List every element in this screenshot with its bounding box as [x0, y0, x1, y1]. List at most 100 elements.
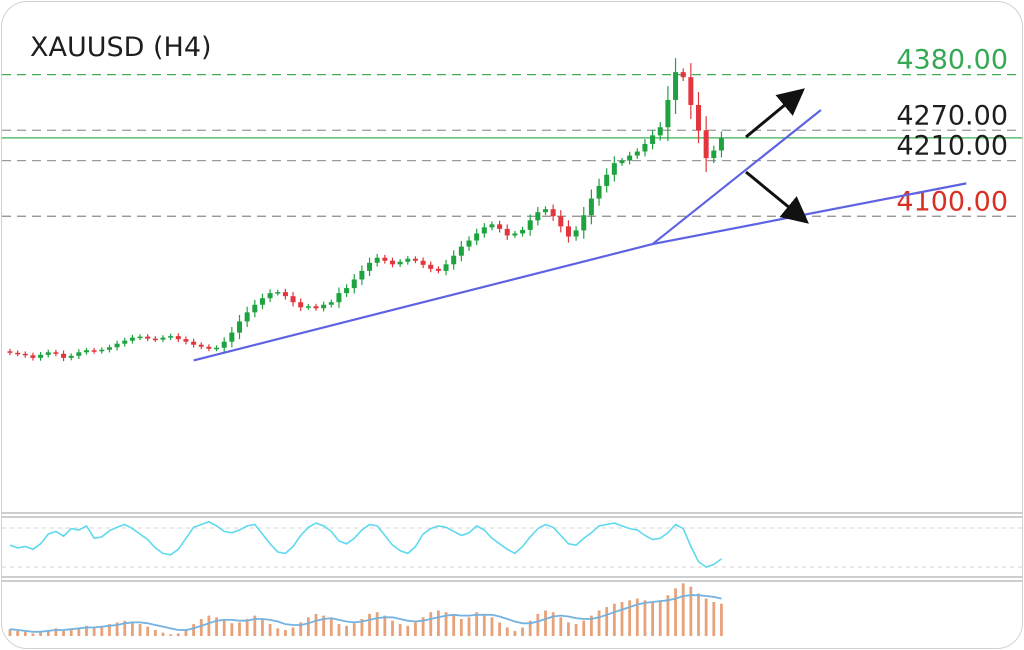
candle-body [61, 353, 67, 358]
candle-body [15, 352, 21, 355]
candle [397, 259, 403, 267]
candle-body [344, 288, 350, 294]
candle [76, 349, 82, 359]
histogram-bar [597, 610, 601, 636]
candle-body [550, 209, 556, 217]
candle-body [474, 233, 480, 241]
candle-body [38, 354, 44, 358]
histogram-bar [100, 626, 104, 636]
candle [237, 314, 242, 340]
candle-body [573, 230, 579, 237]
candle [627, 151, 633, 165]
candle-body [611, 163, 617, 175]
candle-body [175, 336, 181, 340]
histogram-bar [161, 632, 165, 636]
histogram-bar [697, 593, 700, 636]
histogram-bar [521, 627, 524, 636]
price-level-label-0: 4380.00 [896, 45, 1008, 76]
candle [137, 334, 143, 341]
candle-body [160, 337, 166, 340]
histogram-bar [704, 598, 708, 636]
candle [650, 129, 656, 150]
candle [512, 231, 518, 238]
histogram-bar [513, 630, 517, 636]
candle [30, 352, 36, 361]
histogram-bar [23, 631, 27, 636]
oscillator-panel [9, 520, 722, 568]
histogram-bar [146, 626, 150, 636]
candle [259, 293, 265, 310]
candle [336, 287, 342, 308]
candle [282, 288, 288, 300]
histogram-bar [291, 627, 295, 636]
histogram-bar [674, 588, 677, 636]
candle [451, 250, 457, 270]
candle [611, 156, 617, 182]
candle-body [30, 355, 36, 358]
candle [565, 220, 571, 243]
histogram-bar [658, 600, 662, 636]
candle [53, 349, 59, 357]
candle-body [497, 224, 503, 229]
oscillator-line [9, 520, 722, 568]
trendline-1 [652, 182, 967, 246]
candle-body [642, 143, 648, 152]
candle-body [22, 353, 28, 356]
histogram-bar [138, 624, 142, 636]
histogram-bar [253, 615, 257, 636]
candle [527, 214, 533, 236]
candle [435, 266, 441, 274]
candle [152, 336, 158, 343]
candle [298, 298, 304, 312]
histogram-bar [108, 624, 111, 636]
candle [680, 68, 686, 81]
histogram-bar [375, 612, 379, 636]
histogram-bar [169, 634, 173, 636]
candle [405, 255, 411, 265]
histogram-bar [643, 600, 647, 636]
candle-body [512, 233, 518, 236]
histogram-bar [230, 623, 234, 636]
candle-body [275, 292, 281, 294]
candle-body [627, 155, 633, 161]
histogram-bar [8, 629, 12, 636]
candle [267, 289, 273, 302]
candle [351, 274, 357, 294]
candle-body [244, 312, 250, 322]
candle [344, 284, 350, 297]
candle [61, 350, 67, 362]
candle [22, 351, 28, 358]
trendline-2 [651, 109, 822, 245]
candle [359, 265, 365, 285]
candle-body [45, 352, 51, 355]
histogram-bar [39, 632, 42, 636]
candle [374, 253, 380, 267]
candle-body [145, 336, 151, 339]
candle-body [351, 279, 357, 289]
candle [214, 345, 220, 352]
candle [252, 299, 258, 318]
candle-body [673, 72, 679, 100]
candle-body [374, 257, 380, 263]
histogram-bar [459, 619, 463, 636]
histogram-bar [681, 583, 685, 636]
price-level-label-1: 4270.00 [896, 100, 1008, 131]
bullish-arrow [745, 88, 805, 139]
candle [175, 333, 181, 343]
candle-body [129, 337, 135, 341]
bearish-arrow [745, 170, 809, 224]
candle-body [382, 257, 388, 261]
candle-body [91, 350, 97, 352]
histogram-bar [85, 625, 88, 636]
candle-body [581, 215, 587, 231]
candle [596, 178, 602, 206]
candle-body [665, 99, 671, 128]
candle [367, 257, 373, 277]
candle [581, 206, 587, 239]
candle [168, 333, 174, 341]
candle [497, 220, 503, 233]
candle-body [634, 151, 640, 156]
candle [290, 291, 296, 307]
histogram-bar [46, 630, 50, 636]
candle [588, 189, 594, 225]
